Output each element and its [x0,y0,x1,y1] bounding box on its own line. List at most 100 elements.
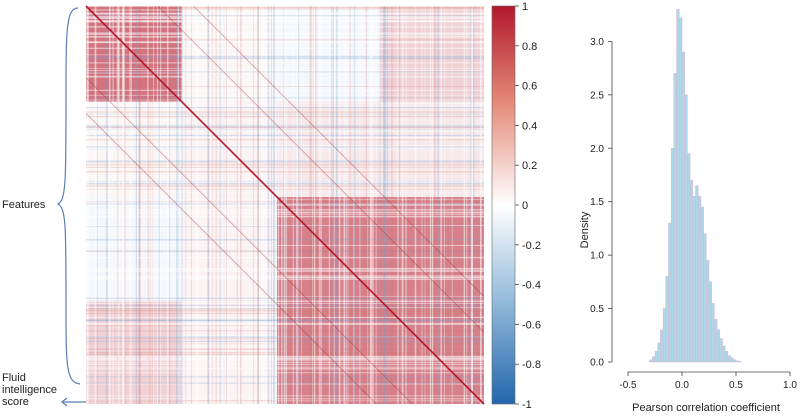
heatmap-stripe [375,6,377,404]
histogram-bar [730,357,734,363]
y-tick-label: 0.0 [590,358,604,369]
heatmap-stripe [86,68,484,69]
heatmap-stripe [86,324,484,326]
heatmap-stripe [86,149,484,151]
heatmap-stripe [86,363,484,365]
heatmap-stripe [471,6,473,404]
heatmap-stripe [207,6,209,404]
heatmap-stripe [273,6,275,404]
heatmap-stripe [86,36,484,38]
heatmap-stripe [86,6,484,8]
heatmap-stripe [86,134,484,137]
heatmap-stripe [312,6,314,404]
heatmap-stripe [473,6,475,404]
heatmap-stripe [122,6,124,404]
heatmap-stripe [86,39,484,41]
heatmap-stripe [86,250,484,252]
heatmap-stripe [86,238,484,241]
heatmap-stripe [86,113,484,115]
heatmap-stripe [86,213,484,215]
heatmap-stripe [86,138,484,141]
heatmap-stripe [257,6,259,404]
heatmap-stripe [238,6,241,404]
histogram-bar [679,17,683,363]
histogram-bar [703,233,707,363]
heatmap-stripe [333,6,335,404]
heatmap-stripe [117,6,119,404]
heatmap-stripe [310,6,312,404]
heatmap-stripe [335,6,338,404]
heatmap-stripe [86,383,484,385]
heatmap-stripe [86,325,484,326]
histogram-bar [681,51,685,363]
colorbar-tick-label: 0 [522,200,528,212]
heatmap-stripe [86,382,484,385]
heatmap-stripe [86,359,484,361]
x-tick-label: 0.0 [675,380,689,391]
histogram-bar [657,342,661,363]
heatmap-stripe [181,6,183,404]
heatmap-stripe [431,6,434,404]
heatmap-stripe [354,6,356,404]
heatmap-stripe [86,267,484,270]
heatmap-stripe [86,147,484,149]
heatmap-stripe [86,125,484,128]
heatmap-stripe [312,6,313,404]
heatmap-stripe [124,6,126,404]
heatmap-stripe [437,6,439,404]
heatmap-stripe [86,348,484,351]
heatmap-stripe [86,103,484,105]
histogram-bar [716,329,721,363]
heatmap-stripe [211,6,213,404]
heatmap-stripe [86,54,484,56]
heatmap-stripe [86,161,484,163]
heatmap-stripe [86,6,484,8]
heatmap-stripe [86,352,484,354]
heatmap-stripe [130,6,132,404]
heatmap-stripe [86,198,484,200]
heatmap-stripe [285,6,287,404]
heatmap-stripe [185,6,187,404]
y-tick-label: 1.0 [590,251,604,262]
histogram-bar [652,356,656,363]
heatmap-stripe [86,47,484,49]
heatmap-stripe [86,353,484,356]
heatmap-stripe [86,117,484,118]
heatmap-stripe [86,250,484,252]
heatmap-stripe [315,6,317,404]
heatmap-stripe [463,6,465,404]
histogram-bar [673,73,677,363]
heatmap-stripe [271,6,272,404]
heatmap-stripe [480,6,482,404]
histogram-bar [676,9,680,363]
heatmap-stripe [241,6,242,404]
heatmap-stripe [433,6,436,404]
y-tick-label: 2.0 [590,144,604,155]
x-tick-label: -0.5 [619,380,637,391]
heatmap-stripe [86,319,484,322]
histogram-bar [654,351,658,363]
histogram-bar [733,359,737,363]
heatmap-stripe [153,6,154,404]
heatmap-stripe [86,137,484,139]
heatmap-stripe [86,330,484,332]
heatmap-stripe [86,15,484,18]
histogram-bar [724,351,729,363]
heatmap-offdiagonal [85,77,413,405]
heatmap-stripe [86,181,484,183]
heatmap-stripe [149,6,151,404]
colorbar-tick-label: 0.8 [522,41,537,53]
heatmap-stripe [330,6,332,404]
histogram-bar [689,180,694,363]
heatmap-stripe [86,111,484,113]
heatmap-stripe [86,225,484,226]
heatmap-stripe [86,215,484,218]
colorbar-tick-label: -0.8 [522,359,541,371]
histogram-bar [722,345,726,363]
histogram-bar [660,329,664,363]
colorbar-tick-label: 0.2 [522,160,537,172]
histogram-bar [687,153,691,363]
heatmap-stripe [223,6,225,404]
heatmap-stripe [470,6,473,404]
heatmap-stripe [86,170,484,172]
